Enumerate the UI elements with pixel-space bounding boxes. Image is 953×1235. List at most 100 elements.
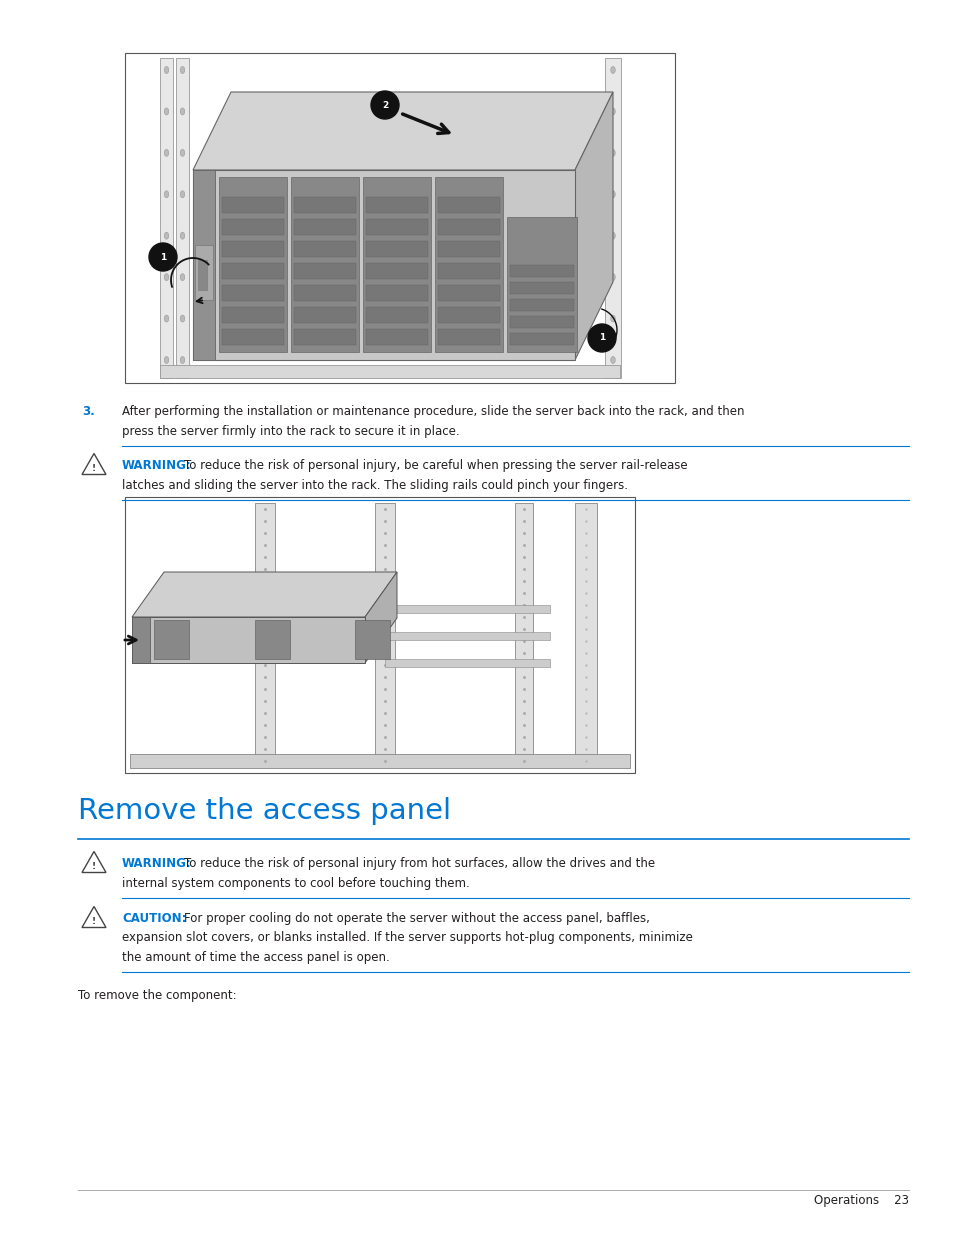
Bar <box>294 285 355 301</box>
Text: To reduce the risk of personal injury from hot surfaces, allow the drives and th: To reduce the risk of personal injury fr… <box>184 857 655 869</box>
Bar <box>222 219 284 235</box>
Text: 2: 2 <box>381 100 388 110</box>
Bar <box>437 241 499 257</box>
Ellipse shape <box>610 67 615 74</box>
Bar <box>515 503 533 767</box>
Bar <box>175 58 189 378</box>
Bar <box>385 659 550 667</box>
Text: To reduce the risk of personal injury, be careful when pressing the server rail-: To reduce the risk of personal injury, b… <box>184 459 687 472</box>
Ellipse shape <box>610 357 615 363</box>
Bar <box>366 329 428 345</box>
Bar <box>366 198 428 212</box>
Text: Operations    23: Operations 23 <box>813 1194 908 1207</box>
Circle shape <box>587 324 616 352</box>
Ellipse shape <box>610 274 615 280</box>
Text: After performing the installation or maintenance procedure, slide the server bac: After performing the installation or mai… <box>122 405 743 417</box>
Text: 3.: 3. <box>82 405 94 417</box>
Ellipse shape <box>164 274 169 280</box>
Bar <box>575 503 597 767</box>
Bar <box>294 198 355 212</box>
Bar <box>254 503 274 767</box>
Bar <box>294 241 355 257</box>
Ellipse shape <box>180 67 185 74</box>
Bar <box>222 241 284 257</box>
Bar <box>125 53 675 383</box>
Polygon shape <box>132 572 396 618</box>
Bar <box>222 198 284 212</box>
Ellipse shape <box>180 274 185 280</box>
Bar <box>160 58 172 378</box>
Bar <box>153 620 189 659</box>
Bar <box>506 217 577 352</box>
Text: the amount of time the access panel is open.: the amount of time the access panel is o… <box>122 951 390 965</box>
Bar <box>385 605 550 613</box>
Circle shape <box>149 243 177 270</box>
Bar <box>510 266 574 277</box>
Text: latches and sliding the server into the rack. The sliding rails could pinch your: latches and sliding the server into the … <box>122 478 627 492</box>
Bar <box>366 308 428 324</box>
Polygon shape <box>193 91 613 170</box>
Bar <box>125 496 635 773</box>
Ellipse shape <box>180 107 185 115</box>
Bar <box>132 618 150 663</box>
Bar <box>510 282 574 294</box>
Bar <box>375 503 395 767</box>
Bar <box>254 620 289 659</box>
Bar <box>366 241 428 257</box>
Bar <box>222 263 284 279</box>
Bar <box>437 285 499 301</box>
Text: WARNING:: WARNING: <box>122 857 192 869</box>
Bar <box>355 620 390 659</box>
Bar <box>160 366 619 378</box>
Text: press the server firmly into the rack to secure it in place.: press the server firmly into the rack to… <box>122 425 459 437</box>
Ellipse shape <box>164 149 169 157</box>
Bar <box>294 308 355 324</box>
Text: To remove the component:: To remove the component: <box>78 989 236 1002</box>
Bar <box>604 58 620 378</box>
Polygon shape <box>132 618 365 663</box>
Bar <box>435 177 502 352</box>
Text: 1: 1 <box>598 333 604 342</box>
Ellipse shape <box>610 107 615 115</box>
Bar <box>385 632 550 640</box>
Ellipse shape <box>164 357 169 363</box>
Bar <box>222 308 284 324</box>
Ellipse shape <box>164 107 169 115</box>
Text: WARNING:: WARNING: <box>122 459 192 472</box>
Text: CAUTION:: CAUTION: <box>122 911 186 925</box>
Bar <box>437 263 499 279</box>
Bar <box>437 198 499 212</box>
Ellipse shape <box>610 232 615 240</box>
Polygon shape <box>193 170 575 359</box>
Text: !: ! <box>91 918 96 926</box>
Text: expansion slot covers, or blanks installed. If the server supports hot-plug comp: expansion slot covers, or blanks install… <box>122 931 692 945</box>
Ellipse shape <box>180 315 185 322</box>
Bar <box>366 285 428 301</box>
Bar <box>294 329 355 345</box>
Ellipse shape <box>180 149 185 157</box>
Text: !: ! <box>91 464 96 473</box>
Bar <box>291 177 358 352</box>
Bar <box>222 329 284 345</box>
Ellipse shape <box>180 232 185 240</box>
Ellipse shape <box>610 190 615 198</box>
Bar <box>198 261 207 290</box>
Ellipse shape <box>610 149 615 157</box>
Bar <box>437 329 499 345</box>
Bar <box>510 316 574 329</box>
Bar <box>222 285 284 301</box>
Ellipse shape <box>164 190 169 198</box>
Bar <box>510 333 574 345</box>
Ellipse shape <box>180 357 185 363</box>
Text: 1: 1 <box>160 252 166 262</box>
Bar <box>363 177 431 352</box>
Text: internal system components to cool before touching them.: internal system components to cool befor… <box>122 877 469 889</box>
Bar <box>366 219 428 235</box>
Bar <box>130 755 629 768</box>
Bar <box>437 308 499 324</box>
Bar <box>437 219 499 235</box>
Polygon shape <box>365 572 396 663</box>
Text: !: ! <box>91 862 96 872</box>
Circle shape <box>371 91 398 119</box>
Bar <box>219 177 287 352</box>
